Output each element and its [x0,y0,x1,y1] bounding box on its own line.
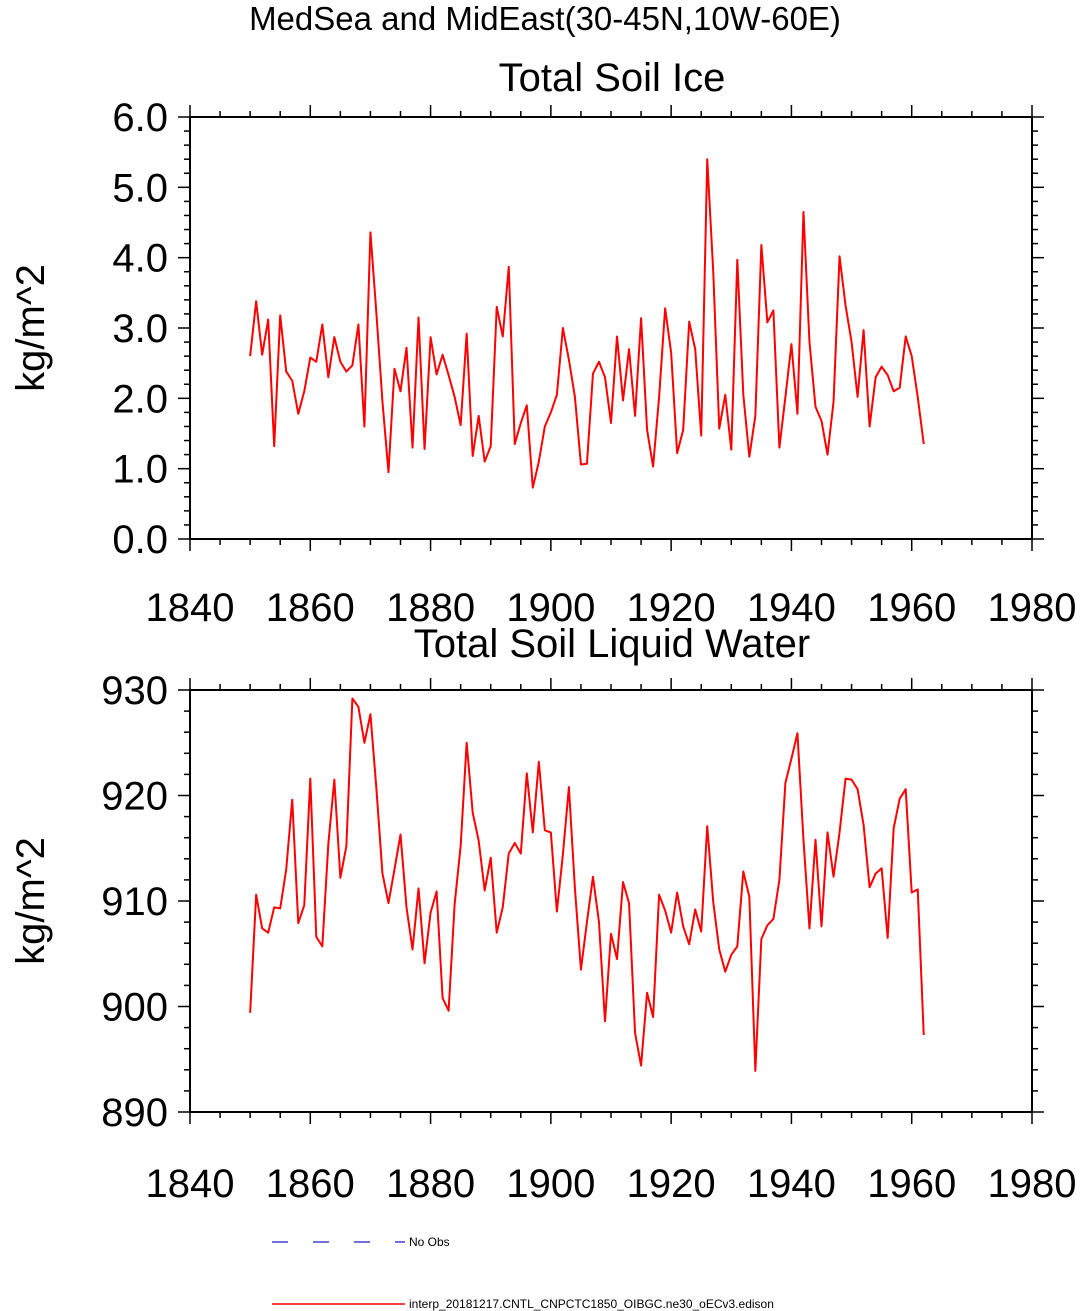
panel-title: Total Soil Liquid Water [414,622,810,666]
figure-suptitle: MedSea and MidEast(30-45N,10W-60E) [249,0,841,37]
plot-area [249,697,925,1072]
y-tick-label: 890 [101,1091,168,1135]
x-tick-label: 1840 [146,586,235,630]
plot-frame [189,116,1033,540]
legend-obs-label: No Obs [409,1235,450,1249]
series-line [249,697,925,1072]
x-tick-label: 1940 [747,1162,836,1206]
y-axis-label: kg/m^2 [9,264,53,392]
x-tick-label: 1920 [627,1162,716,1206]
y-tick-label: 930 [101,669,168,713]
plot-area [249,158,925,489]
series-line [249,158,925,489]
x-tick-label: 1900 [506,1162,595,1206]
x-tick-label: 1880 [386,586,475,630]
x-tick-label: 1860 [266,586,355,630]
y-tick-label: 3.0 [112,307,168,351]
y-tick-label: 4.0 [112,237,168,281]
x-tick-label: 1900 [506,586,595,630]
y-axis-label: kg/m^2 [9,837,53,965]
plot-frame [189,689,1033,1113]
y-tick-label: 6.0 [112,96,168,140]
y-tick-label: 920 [101,775,168,819]
legend-model-label: interp_20181217.CNTL_CNPCTC1850_OIBGC.ne… [409,1297,774,1311]
x-tick-label: 1920 [627,586,716,630]
y-tick-label: 2.0 [112,377,168,421]
x-tick-label: 1980 [988,586,1077,630]
axes-frame [178,678,1044,1124]
x-tick-label: 1860 [266,1162,355,1206]
panel-total-soil-liquid-water: Total Soil Liquid Water kg/m^2 1840 1860 1… [9,622,1076,1206]
y-tick-label: 5.0 [112,166,168,210]
tick-labels: 1840 1860 1880 1900 1920 1940 1960 1980 0.0 1.0 2.… [112,96,1076,630]
x-tick-label: 1960 [867,1162,956,1206]
y-tick-label: 1.0 [112,448,168,492]
x-tick-label: 1880 [386,1162,475,1206]
axes-frame [178,105,1044,551]
y-tick-label: 900 [101,986,168,1030]
tick-labels: 1840 1860 1880 1900 1920 1940 1960 1980 890 900 91… [101,669,1076,1206]
x-tick-label: 1960 [867,586,956,630]
legend: No Obs interp_20181217.CNTL_CNPCTC1850_O… [272,1235,774,1311]
x-tick-label: 1980 [988,1162,1077,1206]
y-tick-label: 0.0 [112,518,168,562]
x-tick-label: 1840 [146,1162,235,1206]
panel-title: Total Soil Ice [499,56,726,100]
y-tick-label: 910 [101,880,168,924]
panel-total-soil-ice: Total Soil Ice kg/m^2 1840 1860 1880 1900 19… [9,56,1076,630]
x-tick-label: 1940 [747,586,836,630]
